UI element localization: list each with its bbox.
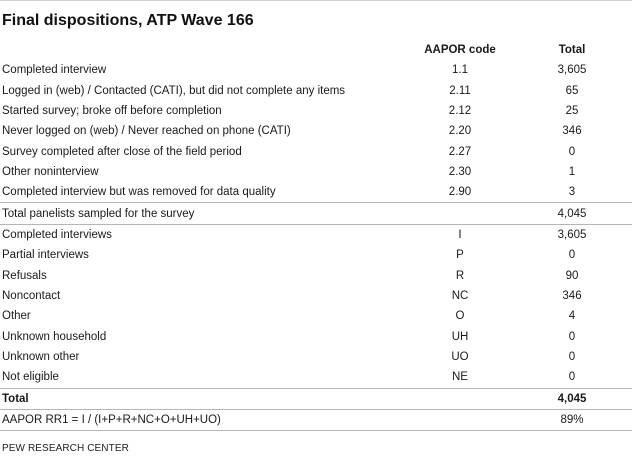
row-label: Other: [2, 310, 31, 323]
row-code: R: [455, 269, 465, 282]
row-label: Total: [0, 387, 408, 410]
row-total: 89%: [512, 408, 632, 431]
row-label: Other noninterview: [2, 165, 99, 178]
row-label: Completed interviews: [0, 223, 408, 246]
row-label: Total panelists sampled for the survey: [0, 202, 408, 225]
row-code: I: [408, 223, 512, 246]
table-row-response-rate: AAPOR RR1 = I / (I+P+R+NC+O+UH+UO) 89%: [0, 408, 632, 431]
row-label: Logged in (web) / Contacted (CATI), but …: [2, 84, 346, 97]
table-row: Logged in (web) / Contacted (CATI), but …: [0, 80, 632, 100]
row-total: 0: [568, 350, 576, 363]
table-row-total: Total 4,045: [0, 387, 632, 410]
table-row: Never logged on (web) / Never reached on…: [0, 121, 632, 141]
row-total: 0: [568, 249, 576, 262]
row-total: 346: [562, 289, 582, 302]
table-row: Completed interviews I 3,605: [0, 223, 632, 246]
row-total: 4,045: [512, 202, 632, 225]
row-total: 0: [568, 145, 576, 158]
row-code: 1.1: [452, 64, 468, 77]
row-total: 65: [565, 84, 579, 97]
row-label: Started survey; broke off before complet…: [2, 104, 222, 117]
row-label: Completed interview: [2, 64, 107, 77]
table-row: Completed interview 1.1 3,605: [0, 60, 632, 80]
row-label: Unknown household: [2, 330, 107, 343]
row-code: UO: [451, 350, 469, 363]
row-label: AAPOR RR1 = I / (I+P+R+NC+O+UH+UO): [0, 408, 408, 431]
table-row: Unknown other UO 0: [0, 347, 632, 367]
row-total: 90: [565, 269, 579, 282]
row-code: 2.90: [448, 186, 472, 199]
row-label: Noncontact: [2, 289, 61, 302]
row-code: 2.30: [448, 165, 472, 178]
table-row-subtotal: Total panelists sampled for the survey 4…: [0, 202, 632, 225]
table-row: Refusals R 90: [0, 265, 632, 285]
row-code: UH: [451, 330, 469, 343]
row-code: 2.12: [448, 104, 472, 117]
row-label: Survey completed after close of the fiel…: [2, 145, 242, 158]
row-total: 0: [568, 330, 576, 343]
row-total: 1: [568, 165, 576, 178]
row-code: [408, 387, 512, 410]
row-label: Never logged on (web) / Never reached on…: [2, 125, 291, 138]
row-total: 3: [568, 186, 576, 199]
table-bottom-rule: [0, 430, 632, 432]
table-row: Not eligible NE 0: [0, 367, 632, 388]
dispositions-table: AAPOR code Total Completed interview 1.1…: [0, 40, 632, 432]
row-label: Not eligible: [2, 371, 59, 384]
table-row: Noncontact NC 346: [0, 286, 632, 306]
row-code: P: [456, 249, 464, 262]
row-code: NC: [451, 289, 469, 302]
row-total: 346: [562, 125, 582, 138]
table-row: Other O 4: [0, 306, 632, 326]
row-code: O: [455, 310, 465, 323]
header-row: AAPOR code Total: [0, 40, 632, 60]
header-aapor-code: AAPOR code: [424, 44, 496, 56]
top-divider: [0, 0, 632, 1]
header-label: [0, 40, 408, 60]
table-row: Survey completed after close of the fiel…: [0, 141, 632, 161]
table-row: Started survey; broke off before complet…: [0, 101, 632, 121]
row-code: [408, 408, 512, 431]
table-title: Final dispositions, ATP Wave 166: [2, 12, 254, 29]
row-code: [408, 202, 512, 225]
row-code: 2.20: [448, 125, 472, 138]
row-total: 0: [568, 371, 576, 384]
bottom-divider: [0, 430, 632, 432]
row-total: 3,605: [557, 64, 587, 77]
row-total: 4: [568, 310, 576, 323]
row-label: Partial interviews: [2, 249, 89, 262]
row-total: 3,605: [512, 223, 632, 246]
row-code: NE: [452, 371, 468, 384]
table-row: Completed interview but was removed for …: [0, 182, 632, 203]
row-label: Unknown other: [2, 350, 80, 363]
source-credit: PEW RESEARCH CENTER: [2, 443, 129, 454]
table-row: Unknown household UH 0: [0, 326, 632, 346]
row-code: 2.27: [448, 145, 472, 158]
row-label: Completed interview but was removed for …: [2, 186, 276, 199]
row-code: 2.11: [449, 84, 471, 97]
header-total: Total: [558, 44, 586, 56]
table-row: Other noninterview 2.30 1: [0, 162, 632, 182]
table-row: Partial interviews P 0: [0, 245, 632, 265]
row-total: 4,045: [512, 387, 632, 410]
row-label: Refusals: [2, 269, 47, 282]
row-total: 25: [565, 104, 579, 117]
